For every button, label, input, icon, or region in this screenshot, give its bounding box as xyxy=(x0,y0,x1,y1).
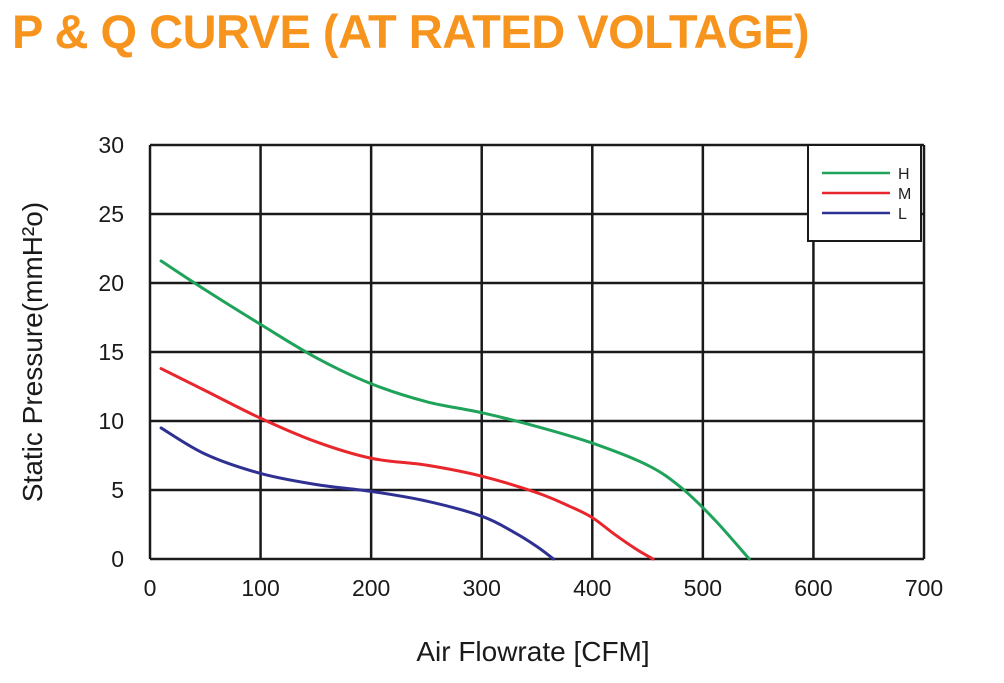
y-tick-label: 0 xyxy=(111,546,124,572)
x-tick-label: 400 xyxy=(573,575,611,601)
legend-label-h: H xyxy=(898,166,910,183)
x-tick-label: 300 xyxy=(463,575,501,601)
legend: HML xyxy=(807,144,922,242)
y-tick-label: 15 xyxy=(98,339,124,365)
x-tick-label: 700 xyxy=(905,575,943,601)
series-line-l xyxy=(159,426,556,561)
x-tick-label: 500 xyxy=(684,575,722,601)
x-tick-label: 100 xyxy=(241,575,279,601)
x-tick-label: 200 xyxy=(352,575,390,601)
chart-title: P & Q CURVE (AT RATED VOLTAGE) xyxy=(12,5,810,58)
series-line-m xyxy=(159,367,655,561)
y-tick-label: 30 xyxy=(98,132,124,158)
y-tick-label: 25 xyxy=(98,201,124,227)
x-tick-label: 600 xyxy=(794,575,832,601)
x-axis-title: Air Flowrate [CFM] xyxy=(416,636,649,667)
legend-label-l: L xyxy=(898,206,907,223)
y-axis-title: Static Pressure(mmH²o) xyxy=(17,202,48,502)
series-line-h xyxy=(159,259,751,561)
legend-label-m: M xyxy=(898,186,911,203)
y-tick-label: 10 xyxy=(98,408,124,434)
y-tick-label: 5 xyxy=(111,477,124,503)
y-tick-label: 20 xyxy=(98,270,124,296)
x-tick-label: 0 xyxy=(144,575,157,601)
